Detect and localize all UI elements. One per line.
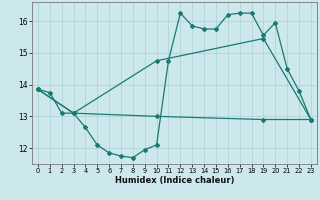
X-axis label: Humidex (Indice chaleur): Humidex (Indice chaleur) (115, 176, 234, 185)
